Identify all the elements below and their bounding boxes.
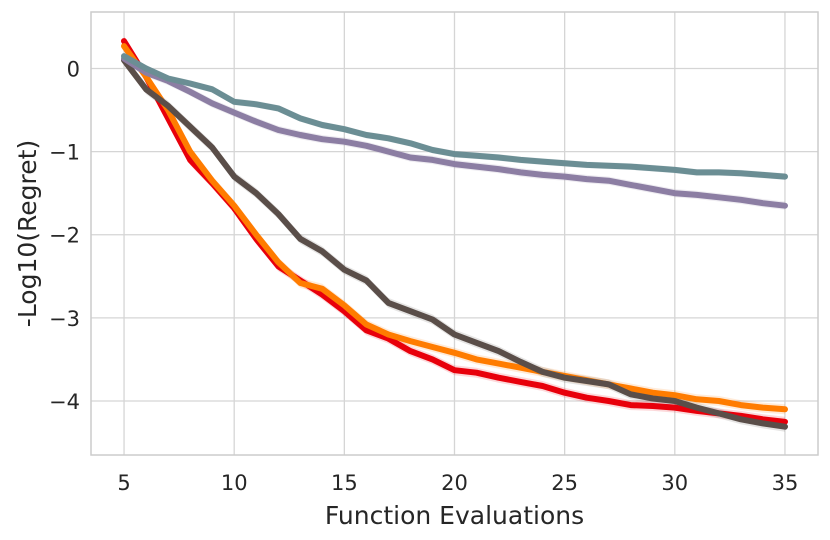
series-line-dark-gray: [121, 57, 788, 430]
x-tick-label: 35: [772, 471, 799, 495]
y-tick-label: −3: [49, 307, 80, 331]
plot-frame: [90, 11, 819, 456]
y-tick-label: −4: [49, 390, 80, 414]
y-axis-label: -Log10(Regret): [13, 140, 42, 327]
series-lines: [121, 38, 788, 430]
x-tick-label: 20: [441, 471, 468, 495]
x-tick-label: 5: [117, 471, 130, 495]
y-tick-label: −2: [49, 224, 80, 248]
grid: [91, 12, 818, 455]
series-line-orange: [121, 43, 788, 413]
x-tick-label: 25: [551, 471, 578, 495]
x-tick-label: 30: [661, 471, 688, 495]
series-band-purple: [124, 54, 785, 210]
x-axis-ticks: 5 10 15 20 25 30 35: [117, 471, 798, 495]
x-axis-label: Function Evaluations: [325, 501, 584, 530]
x-tick-label: 10: [221, 471, 248, 495]
y-tick-label: −1: [49, 141, 80, 165]
x-tick-label: 15: [331, 471, 358, 495]
series-line-purple: [121, 55, 788, 209]
y-axis-ticks: 0 −1 −2 −3 −4: [49, 58, 80, 414]
y-tick-label: 0: [67, 58, 80, 82]
series-line-slate: [121, 53, 788, 180]
